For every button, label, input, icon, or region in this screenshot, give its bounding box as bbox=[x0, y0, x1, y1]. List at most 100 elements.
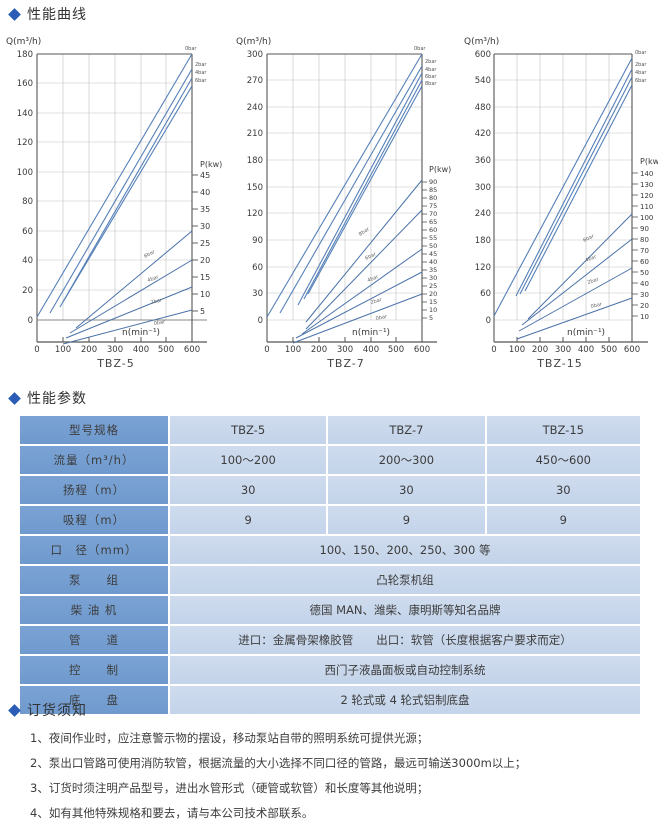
order-note-2: 2、泵出口管路可使用消防软管，根据流量的大小选择不同口径的管路，最远可输送300… bbox=[30, 756, 527, 770]
svg-text:160: 160 bbox=[17, 79, 33, 89]
performance-charts-row: 180 160 140 120 100 80 60 40 20 0 0 100 200 300 4… bbox=[0, 32, 660, 372]
diamond-bullet-icon bbox=[8, 703, 21, 717]
svg-text:4bar: 4bar bbox=[147, 274, 161, 284]
svg-text:0bar: 0bar bbox=[635, 50, 647, 56]
svg-text:120: 120 bbox=[640, 192, 653, 200]
order-notes-list: 1、夜间作业时，应注意警示物的摆设，移动泵站自带的照明系统可提供光源； 2、泵出… bbox=[30, 726, 650, 826]
svg-text:0: 0 bbox=[491, 345, 496, 352]
section-title-performance-params: 性能参数 bbox=[27, 391, 87, 407]
svg-text:100: 100 bbox=[640, 214, 653, 222]
row-label-suction: 吸程（m） bbox=[20, 506, 170, 534]
svg-text:P(kw): P(kw) bbox=[429, 165, 451, 174]
svg-text:500: 500 bbox=[158, 345, 174, 352]
svg-text:15: 15 bbox=[200, 273, 210, 282]
svg-text:90: 90 bbox=[640, 225, 649, 233]
svg-text:300: 300 bbox=[107, 345, 123, 352]
svg-text:500: 500 bbox=[388, 345, 404, 352]
order-note-4: 4、如有其他特殊规格和要去，请与本公司技术部联系。 bbox=[30, 806, 314, 820]
svg-text:8bar: 8bar bbox=[425, 81, 437, 87]
table-row: 泵 组 凸轮泵机组 bbox=[20, 566, 640, 594]
svg-text:0: 0 bbox=[486, 316, 491, 326]
cell-head-tbz-5: 30 bbox=[170, 476, 329, 504]
row-label-head: 扬程（m） bbox=[20, 476, 170, 504]
cell-diesel-engine-value: 德国 MAN、潍柴、康明斯等知名品牌 bbox=[170, 596, 640, 624]
table-row: 吸程（m） 9 9 9 bbox=[20, 506, 640, 534]
svg-text:10: 10 bbox=[429, 306, 437, 314]
svg-text:120: 120 bbox=[247, 209, 263, 219]
svg-text:2bar: 2bar bbox=[150, 297, 163, 306]
svg-text:0bar: 0bar bbox=[414, 46, 426, 52]
svg-text:25: 25 bbox=[429, 282, 437, 290]
svg-text:20: 20 bbox=[429, 290, 437, 298]
svg-text:6bar: 6bar bbox=[195, 78, 207, 84]
svg-text:50: 50 bbox=[429, 242, 437, 250]
svg-text:0: 0 bbox=[28, 316, 33, 326]
svg-text:35: 35 bbox=[200, 205, 210, 214]
cell-head-tbz-15: 30 bbox=[486, 476, 640, 504]
svg-text:360: 360 bbox=[475, 156, 491, 166]
svg-text:600: 600 bbox=[414, 345, 430, 352]
chart-tbz-5-xlabel: n(min⁻¹) bbox=[122, 328, 161, 338]
svg-text:600: 600 bbox=[624, 345, 640, 352]
svg-text:60: 60 bbox=[640, 258, 649, 266]
svg-text:25: 25 bbox=[200, 239, 210, 248]
section-header-performance-params: 性能参数 bbox=[0, 388, 87, 408]
svg-text:Q(m³/h): Q(m³/h) bbox=[464, 37, 499, 47]
svg-text:4bar: 4bar bbox=[367, 274, 381, 284]
svg-text:30: 30 bbox=[640, 291, 649, 299]
svg-text:2bar: 2bar bbox=[195, 62, 207, 68]
svg-text:4bar: 4bar bbox=[195, 70, 207, 76]
svg-text:2bar: 2bar bbox=[635, 62, 647, 68]
svg-text:150: 150 bbox=[247, 183, 263, 193]
cell-pipeline-value: 进口：金属骨架橡胶管 出口：软管（长度根据客户要求而定） bbox=[170, 626, 640, 654]
svg-text:300: 300 bbox=[555, 345, 571, 352]
svg-text:180: 180 bbox=[17, 50, 33, 60]
cell-flow-tbz-5: 100～200 bbox=[170, 446, 329, 474]
svg-text:60: 60 bbox=[480, 289, 491, 299]
chart-tbz-5-caption: TBZ-5 bbox=[97, 357, 135, 370]
diamond-bullet-icon bbox=[8, 391, 21, 405]
svg-text:240: 240 bbox=[247, 103, 263, 113]
cell-suction-tbz-7: 9 bbox=[328, 506, 487, 534]
svg-text:20: 20 bbox=[640, 302, 649, 310]
svg-text:6bar: 6bar bbox=[143, 249, 157, 260]
cell-head-tbz-7: 30 bbox=[328, 476, 487, 504]
chart-tbz-15-xlabel: n(min⁻¹) bbox=[567, 328, 606, 338]
header-model-tbz-7: TBZ-7 bbox=[328, 416, 487, 444]
svg-text:70: 70 bbox=[640, 247, 649, 255]
svg-text:6bar: 6bar bbox=[425, 74, 437, 80]
svg-text:2bar: 2bar bbox=[587, 276, 601, 286]
svg-text:20: 20 bbox=[22, 286, 33, 296]
svg-text:5: 5 bbox=[429, 314, 433, 322]
svg-text:P(kw): P(kw) bbox=[200, 160, 222, 169]
svg-text:5: 5 bbox=[200, 307, 205, 316]
row-label-pipeline: 管 道 bbox=[20, 626, 170, 654]
row-label-chassis: 底 盘 bbox=[20, 686, 170, 714]
chart-tbz-7-caption: TBZ-7 bbox=[327, 357, 365, 370]
svg-text:30: 30 bbox=[429, 274, 437, 282]
svg-text:4bar: 4bar bbox=[425, 67, 437, 73]
chart-tbz-5-svg: 180 160 140 120 100 80 60 40 20 0 0 100 200 300 4… bbox=[6, 37, 222, 352]
section-title-performance-curves: 性能曲线 bbox=[27, 7, 87, 23]
cell-suction-tbz-5: 9 bbox=[170, 506, 329, 534]
table-row: 扬程（m） 30 30 30 bbox=[20, 476, 640, 504]
svg-text:180: 180 bbox=[475, 236, 491, 246]
row-label-diameter: 口 径（mm） bbox=[20, 536, 170, 564]
row-label-model: 型号规格 bbox=[20, 416, 170, 444]
chart-tbz-7: 300 270 240 210 180 150 120 90 60 30 0 0 100 200 … bbox=[232, 32, 460, 372]
row-label-flow: 流量（m³/h） bbox=[20, 446, 170, 474]
svg-text:30: 30 bbox=[200, 222, 210, 231]
svg-text:120: 120 bbox=[475, 263, 491, 273]
row-label-pump-unit: 泵 组 bbox=[20, 566, 170, 594]
table-row: 控 制 西门子液晶面板或自动控制系统 bbox=[20, 656, 640, 684]
svg-text:75: 75 bbox=[429, 202, 437, 210]
svg-text:210: 210 bbox=[247, 129, 263, 139]
svg-text:60: 60 bbox=[22, 227, 33, 237]
svg-text:140: 140 bbox=[640, 170, 653, 178]
section-title-order-notice: 订货须知 bbox=[27, 703, 87, 719]
svg-text:Q(m³/h): Q(m³/h) bbox=[236, 37, 271, 47]
svg-text:90: 90 bbox=[429, 178, 437, 186]
svg-text:45: 45 bbox=[200, 171, 210, 180]
svg-text:6bar: 6bar bbox=[582, 233, 596, 244]
svg-text:0: 0 bbox=[264, 345, 269, 352]
